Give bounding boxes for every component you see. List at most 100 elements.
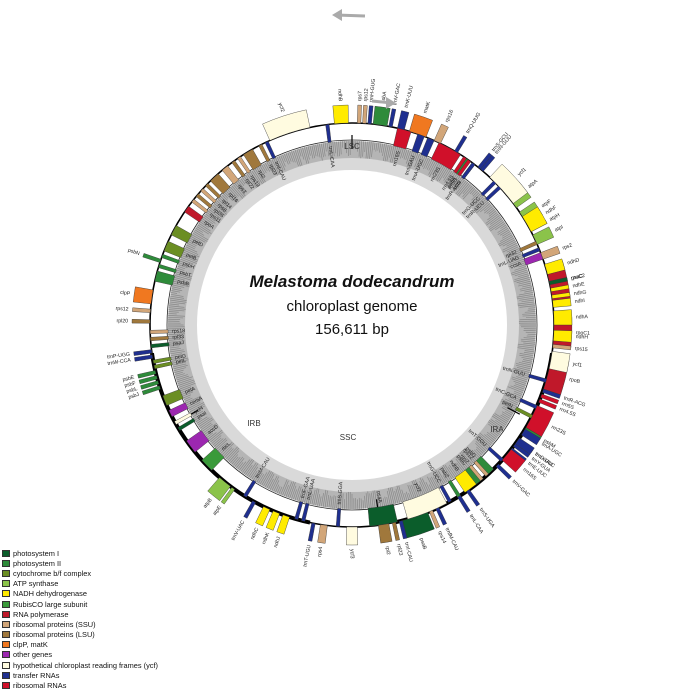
gene-label: clpP xyxy=(120,290,131,297)
legend-item: clpP, matK xyxy=(2,640,158,650)
gene-label: rpoC1 xyxy=(576,330,590,336)
legend-label: other genes xyxy=(13,650,53,660)
gene-accd xyxy=(186,430,210,453)
gene-label: ndhC xyxy=(250,527,261,541)
legend-swatch xyxy=(2,610,10,618)
legend-item: cytochrome b/f complex xyxy=(2,568,158,578)
gene-ndhc xyxy=(255,506,271,527)
gene-ycf2 xyxy=(262,109,311,141)
gene-label: psaI xyxy=(196,410,208,420)
gene-label: ndhE xyxy=(572,281,586,289)
gene-label: rps8 xyxy=(216,203,228,214)
gene-label: petA xyxy=(184,386,197,396)
gene-label: rrn16S xyxy=(392,150,402,167)
gene-rpl20 xyxy=(131,319,151,324)
gene-label: trnK-UUU xyxy=(404,85,415,109)
gene-ndhg xyxy=(551,292,571,299)
gene-label: atpI xyxy=(554,224,564,233)
legend-item: RubisCO large subunit xyxy=(2,599,158,609)
gene-ycf2 xyxy=(402,487,448,520)
gene-rps12 xyxy=(362,105,368,124)
gene-trnl-uag xyxy=(521,247,541,258)
gene-label: rrn4.5S xyxy=(558,406,577,418)
legend-item: RNA polymerase xyxy=(2,609,158,619)
gene-trng-ucc xyxy=(439,484,452,503)
gene-trni-cau xyxy=(398,520,408,540)
gene-trnw-cca xyxy=(134,354,154,362)
gene-label: atpH xyxy=(549,212,562,223)
gene-label: psbN xyxy=(127,248,141,258)
gene-trns-uga xyxy=(466,489,481,507)
gene-rrn16s xyxy=(501,449,526,473)
gene-ndhh xyxy=(553,330,573,343)
gene-trnl-caa xyxy=(325,124,332,143)
gene-trni-gau xyxy=(515,437,535,455)
region-label-lsc: LSC xyxy=(344,142,360,151)
gene-petd xyxy=(170,225,193,244)
region-label-ssc: SSC xyxy=(340,433,357,442)
legend-label: photosystem I xyxy=(13,548,60,558)
gene-ycf3 xyxy=(346,526,358,546)
gene-label: psbE xyxy=(122,375,135,384)
gene-psbb xyxy=(154,270,175,286)
gene-trni-cau xyxy=(264,140,276,160)
gene-rps19 xyxy=(237,156,251,174)
legend-swatch xyxy=(2,620,10,628)
gene-label: atpE xyxy=(212,504,223,517)
gene-label: trnF-GAA xyxy=(300,476,312,499)
gene-label: ccsA xyxy=(510,261,523,271)
gene-psba xyxy=(372,105,391,127)
gene-rpl2 xyxy=(378,523,393,544)
gene-rpl33 xyxy=(150,336,169,342)
legend-label: photosystem II xyxy=(13,558,62,568)
legend-label: RNA polymerase xyxy=(13,609,69,619)
gene-label: petG xyxy=(175,353,187,361)
gene-rpl32 xyxy=(519,240,538,252)
region-label-irb: IRB xyxy=(247,419,260,428)
gene-petb xyxy=(163,240,185,258)
gene-trna-ugc xyxy=(521,428,541,446)
gene-psac xyxy=(548,277,568,285)
gene-label: ycf1 xyxy=(517,167,528,178)
gene-rps3 xyxy=(221,165,239,185)
gene-psbl xyxy=(140,380,160,390)
gene-label: atpF xyxy=(541,199,553,210)
gene-label: rpl23 xyxy=(395,544,403,557)
gene-label: rbcL xyxy=(221,441,233,452)
gene-label: trnL-CAA xyxy=(468,514,485,536)
gene-rpl14 xyxy=(205,183,222,199)
gene-label: psbM xyxy=(542,438,556,450)
gene-rps4 xyxy=(317,524,328,544)
gene-label: ycf3 xyxy=(349,549,355,559)
gene-ycf1 xyxy=(548,351,571,373)
gene-label: ndhB xyxy=(336,89,343,102)
gene-trns-gga xyxy=(335,508,341,527)
gene-label: trnL-CAA xyxy=(327,146,336,168)
legend-label: ribosomal RNAs xyxy=(13,681,67,691)
genome-subtitle: chloroplast genome xyxy=(287,298,418,315)
gene-label: trnW-CCA xyxy=(107,357,132,367)
legend-item: hypothetical chloroplast reading frames … xyxy=(2,660,158,670)
gene-rrn23s xyxy=(525,405,555,437)
gene-rps7 xyxy=(468,464,484,482)
gene-rps12 xyxy=(132,307,151,313)
gene-label: psbI xyxy=(452,180,463,191)
gene-ndhi xyxy=(552,297,572,308)
gene-trnt-ugu xyxy=(307,522,316,542)
gene-rpl22 xyxy=(231,160,246,178)
gene-trnt-ggu xyxy=(487,446,504,462)
legend-swatch xyxy=(2,559,10,567)
gene-label: rpl32 xyxy=(505,249,518,259)
gene-label: rps18 xyxy=(172,328,185,334)
gene-rrn4-5s xyxy=(538,398,557,410)
gene-rpl16 xyxy=(210,173,231,195)
gene-label: ndhK xyxy=(261,531,271,545)
gene-rps16 xyxy=(433,123,449,144)
gene-label: ycf2 xyxy=(413,482,422,493)
gene-trnk-uuu xyxy=(397,110,410,131)
legend-item: ribosomal RNAs xyxy=(2,680,158,690)
gene-trnl-uaa xyxy=(301,502,310,522)
gene-label: ycf1 xyxy=(572,361,583,369)
gene-trnq-uug xyxy=(454,135,468,154)
gene-label: rps14 xyxy=(436,530,447,544)
